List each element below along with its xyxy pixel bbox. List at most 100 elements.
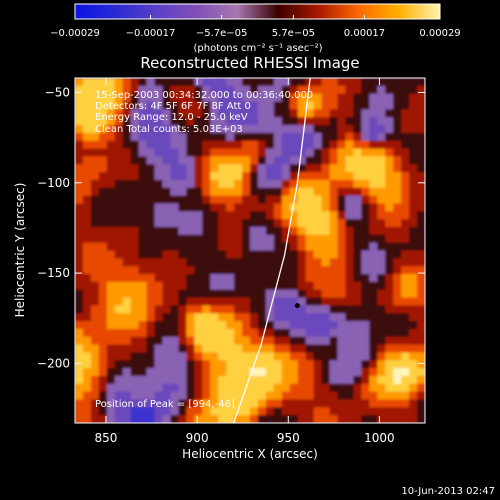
heatmap-cell xyxy=(90,101,100,110)
heatmap-cell xyxy=(417,195,425,205)
heatmap-cell xyxy=(98,132,108,142)
heatmap-cell xyxy=(234,305,243,314)
heatmap-cell xyxy=(178,195,187,205)
heatmap-cell xyxy=(377,281,386,291)
heatmap-cell xyxy=(345,101,354,110)
heatmap-cell xyxy=(305,305,315,314)
heatmap-cell xyxy=(297,375,307,385)
heatmap-cell xyxy=(321,281,331,291)
heatmap-cell xyxy=(154,368,164,377)
heatmap-cell xyxy=(234,164,243,173)
heatmap-cell xyxy=(234,328,243,338)
heatmap-cell xyxy=(130,164,140,173)
heatmap-cell xyxy=(361,328,370,338)
heatmap-cell xyxy=(250,391,259,401)
heatmap-cell xyxy=(265,407,275,416)
heatmap-cell xyxy=(361,148,370,158)
heatmap-cell xyxy=(202,375,211,385)
heatmap-cell xyxy=(194,266,203,275)
heatmap-cell xyxy=(329,352,339,361)
heatmap-cell xyxy=(114,289,124,299)
heatmap-cell xyxy=(297,101,307,110)
heatmap-cell xyxy=(130,352,140,361)
heatmap-cell xyxy=(361,258,370,267)
heatmap-cell xyxy=(305,156,315,165)
heatmap-cell xyxy=(170,407,179,416)
heatmap-cell xyxy=(417,344,425,354)
heatmap-cell xyxy=(321,172,331,181)
heatmap-cell xyxy=(170,266,179,275)
heatmap-cell xyxy=(281,281,291,291)
heatmap-cell xyxy=(194,164,203,173)
heatmap-cell xyxy=(234,125,243,134)
heatmap-cell xyxy=(130,226,140,236)
heatmap-cell xyxy=(75,289,84,299)
heatmap-cell xyxy=(321,117,331,126)
heatmap-cell xyxy=(106,203,116,212)
heatmap-cell xyxy=(226,336,235,346)
heatmap-cell xyxy=(146,187,156,197)
heatmap-cell xyxy=(337,211,347,220)
heatmap-cell xyxy=(210,148,219,158)
heatmap-cell xyxy=(122,109,132,118)
heatmap-cell xyxy=(242,305,251,314)
heatmap-cell xyxy=(114,203,124,212)
heatmap-cell xyxy=(194,234,203,244)
heatmap-cell xyxy=(393,195,402,205)
heatmap-cell xyxy=(409,336,418,346)
heatmap-cell xyxy=(194,203,203,212)
heatmap-cell xyxy=(321,78,331,87)
heatmap-cell xyxy=(226,187,235,197)
heatmap-cell xyxy=(202,266,211,275)
heatmap-cell xyxy=(194,328,203,338)
heatmap-cell xyxy=(106,187,116,197)
heatmap-cell xyxy=(250,203,259,212)
heatmap-cell xyxy=(218,172,227,181)
heatmap-cell xyxy=(265,242,275,252)
heatmap-cell xyxy=(345,140,354,150)
heatmap-cell xyxy=(345,352,354,361)
heatmap-cell xyxy=(106,109,116,118)
heatmap-cell xyxy=(242,321,251,330)
heatmap-cell xyxy=(242,101,251,110)
heatmap-cell xyxy=(401,415,410,423)
heatmap-cell xyxy=(234,195,243,205)
heatmap-cell xyxy=(337,93,347,103)
heatmap-cell xyxy=(186,399,195,408)
heatmap-cell xyxy=(361,360,370,369)
heatmap-cell xyxy=(170,164,179,173)
heatmap-cell xyxy=(154,375,164,385)
heatmap-cell xyxy=(130,250,140,259)
heatmap-cell xyxy=(281,336,291,346)
heatmap-cell xyxy=(75,328,84,338)
heatmap-cell xyxy=(417,321,425,330)
heatmap-cell xyxy=(289,305,299,314)
heatmap-cell xyxy=(329,78,339,87)
heatmap-cell xyxy=(138,250,148,259)
heatmap-cell xyxy=(122,328,132,338)
heatmap-cell xyxy=(305,242,315,252)
heatmap-cell xyxy=(210,383,219,393)
heatmap-cell xyxy=(138,297,148,306)
heatmap-cell xyxy=(90,179,100,189)
heatmap-cell xyxy=(273,250,283,259)
heatmap-cell xyxy=(82,195,92,205)
heatmap-cell xyxy=(90,266,100,275)
heatmap-cell xyxy=(313,274,323,283)
heatmap-cell xyxy=(106,415,116,423)
heatmap-cell xyxy=(162,140,172,150)
heatmap-cell xyxy=(417,101,425,110)
heatmap-cell xyxy=(313,211,323,220)
heatmap-cell xyxy=(90,336,100,346)
heatmap-cell xyxy=(385,234,394,244)
heatmap-cell xyxy=(234,187,243,197)
heatmap-cell xyxy=(242,266,251,275)
heatmap-cell xyxy=(321,399,331,408)
heatmap-cell xyxy=(138,203,148,212)
heatmap-cell xyxy=(154,305,164,314)
heatmap-cell xyxy=(178,250,187,259)
heatmap-cell xyxy=(82,187,92,197)
heatmap-cell xyxy=(281,93,291,103)
heatmap-cell xyxy=(75,109,84,118)
heatmap-cell xyxy=(385,274,394,283)
